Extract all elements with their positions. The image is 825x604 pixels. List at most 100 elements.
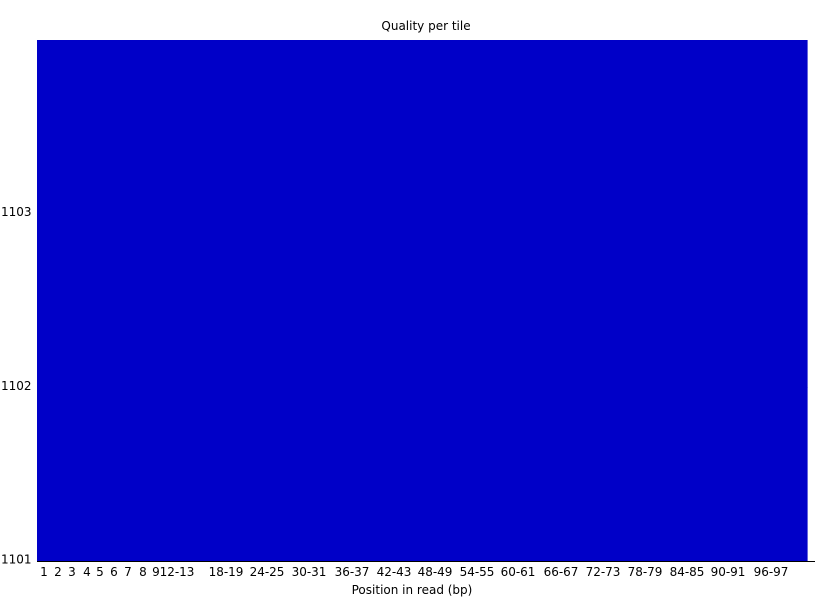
x-tick-label: 18-19	[209, 565, 244, 579]
heatmap-cell	[653, 387, 668, 562]
x-tick-label: 66-67	[544, 565, 579, 579]
heatmap-cell	[219, 40, 234, 215]
heatmap-cell	[317, 213, 332, 388]
heatmap-cell	[555, 387, 570, 562]
heatmap-cell	[541, 40, 556, 215]
heatmap-cell	[793, 213, 808, 388]
heatmap-cell	[37, 40, 52, 215]
heatmap-cell	[583, 40, 598, 215]
heatmap-cell	[359, 387, 374, 562]
heatmap-cell	[177, 213, 192, 388]
heatmap-cell	[681, 213, 696, 388]
heatmap-cell	[149, 387, 164, 562]
y-tick-label: 1102	[1, 379, 32, 393]
heatmap-cell	[415, 213, 430, 388]
heatmap-cell	[737, 213, 752, 388]
x-tick-label: 5	[96, 565, 104, 579]
heatmap-cell	[303, 40, 318, 215]
heatmap-cell	[345, 387, 360, 562]
heatmap-cell	[527, 213, 542, 388]
heatmap-cell	[331, 40, 346, 215]
heatmap-cell	[345, 213, 360, 388]
heatmap-cell	[443, 213, 458, 388]
heatmap-cell	[79, 40, 94, 215]
heatmap-cell	[653, 40, 668, 215]
heatmap-cell	[135, 387, 150, 562]
heatmap-cell	[317, 387, 332, 562]
heatmap-cell	[93, 387, 108, 562]
x-tick-label: 12-13	[160, 565, 195, 579]
heatmap-cell	[527, 387, 542, 562]
heatmap-cell	[107, 387, 122, 562]
heatmap-cell	[471, 387, 486, 562]
heatmap-cell	[597, 40, 612, 215]
heatmap-cell	[527, 40, 542, 215]
heatmap-cell	[597, 213, 612, 388]
x-tick-label: 48-49	[418, 565, 453, 579]
heatmap-cell	[611, 213, 626, 388]
heatmap-cell	[121, 213, 136, 388]
heatmap-cell	[457, 213, 472, 388]
heatmap-cell	[177, 387, 192, 562]
heatmap-cell	[387, 387, 402, 562]
heatmap-cell	[611, 40, 626, 215]
heatmap-cell	[611, 387, 626, 562]
heatmap-cell	[639, 40, 654, 215]
heatmap-cell	[583, 213, 598, 388]
x-tick-label: 24-25	[250, 565, 285, 579]
x-tick-label: 7	[124, 565, 132, 579]
heatmap-cell	[751, 387, 766, 562]
heatmap-cell	[429, 40, 444, 215]
heatmap-cell	[457, 387, 472, 562]
heatmap-cell	[779, 387, 794, 562]
heatmap-cell	[289, 213, 304, 388]
heatmap-cell	[597, 387, 612, 562]
heatmap-cell	[723, 40, 738, 215]
heatmap-cell	[261, 213, 276, 388]
heatmap-cell	[793, 40, 808, 215]
heatmap-cell	[471, 213, 486, 388]
heatmap-cell	[415, 387, 430, 562]
chart-title: Quality per tile	[381, 19, 470, 33]
heatmap-cell	[373, 40, 388, 215]
heatmap-cell	[387, 40, 402, 215]
heatmap-cell	[135, 40, 150, 215]
heatmap-cell	[65, 40, 80, 215]
heatmap-cell	[541, 213, 556, 388]
heatmap-cell	[37, 387, 52, 562]
heatmap-cell	[373, 213, 388, 388]
heatmap-cell	[289, 387, 304, 562]
heatmap-cell	[485, 387, 500, 562]
heatmap-cell	[723, 213, 738, 388]
x-axis-ticks: 1 2 3 4 5 6 7 8 9 12-13 18-19 24-25 30-31 36-37 42-43 4…	[40, 565, 788, 579]
x-tick-label: 42-43	[377, 565, 412, 579]
heatmap-cell	[233, 213, 248, 388]
heatmap-cell	[583, 387, 598, 562]
heatmap-cell	[275, 213, 290, 388]
heatmap-cell	[219, 387, 234, 562]
y-tick-label: 1101	[1, 553, 32, 567]
heatmap-cell	[709, 213, 724, 388]
heatmap-cell	[569, 40, 584, 215]
heatmap-cell	[765, 213, 780, 388]
heatmap-cell	[569, 213, 584, 388]
heatmap-cell	[247, 387, 262, 562]
heatmap-cells	[37, 40, 808, 562]
heatmap-cell	[51, 40, 66, 215]
heatmap-cell	[751, 40, 766, 215]
heatmap-cell	[555, 40, 570, 215]
heatmap-cell	[765, 40, 780, 215]
heatmap-cell	[723, 387, 738, 562]
heatmap-cell	[373, 387, 388, 562]
heatmap-cell	[261, 387, 276, 562]
heatmap-cell	[191, 213, 206, 388]
heatmap-cell	[499, 387, 514, 562]
heatmap-cell	[205, 40, 220, 215]
x-tick-label: 2	[54, 565, 62, 579]
x-tick-label: 60-61	[501, 565, 536, 579]
heatmap-cell	[79, 387, 94, 562]
heatmap-cell	[331, 213, 346, 388]
heatmap-cell	[541, 387, 556, 562]
